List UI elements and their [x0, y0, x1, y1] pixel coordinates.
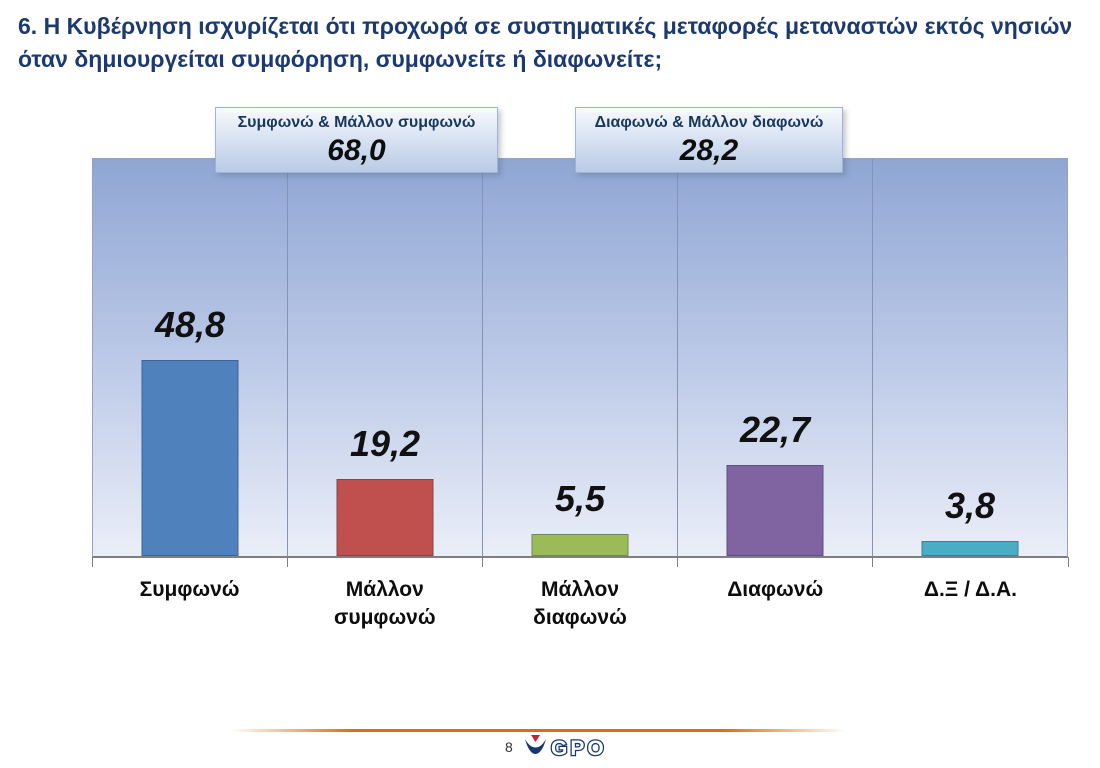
bar-5 [921, 541, 1019, 556]
gpo-logo: GPO [524, 735, 607, 760]
summary-box-disagree-label: Διαφωνώ & Μάλλον διαφωνώ [594, 114, 824, 132]
category-label: Διαφωνώ [727, 578, 824, 601]
axis-tick [677, 557, 679, 567]
page-number: 8 [505, 739, 513, 755]
summary-box-agree-label: Συμφωνώ & Μάλλον συμφωνώ [237, 114, 476, 132]
summary-box-disagree-value: 28,2 [679, 133, 739, 167]
chart-column: 19,2 [288, 159, 483, 556]
chart-column: 3,8 [873, 159, 1067, 556]
footer-divider [230, 729, 846, 732]
axis-tick [872, 557, 874, 567]
bar-value-label: 48,8 [154, 304, 226, 345]
category-label: Συμφωνώ [139, 578, 240, 601]
summary-box-agree: Συμφωνώ & Μάλλον συμφωνώ 68,0 [215, 107, 498, 173]
plot-area: 48,8 19,2 5,5 22,7 3,8 [92, 158, 1068, 558]
bar-3 [531, 534, 629, 556]
bar-value-label: 19,2 [349, 423, 421, 464]
footer: 8 GPO [505, 733, 619, 761]
axis-tick [481, 557, 483, 567]
bar-1 [141, 360, 239, 556]
axis-tick [286, 557, 288, 567]
category-label: Δ.Ξ / Δ.Α. [923, 578, 1017, 601]
gpo-logo-text: GPO [551, 737, 607, 760]
chart-column: 48,8 [93, 159, 288, 556]
bar-4 [726, 465, 824, 556]
chart-column: 5,5 [483, 159, 678, 556]
bar-value-label: 3,8 [944, 485, 996, 526]
bar-2 [336, 479, 434, 556]
bar-value-label: 5,5 [554, 478, 606, 519]
category-label: Μάλλον διαφωνώ [533, 578, 627, 630]
summary-box-disagree: Διαφωνώ & Μάλλον διαφωνώ 28,2 [575, 107, 843, 173]
bar-value-label: 22,7 [739, 409, 811, 450]
category-label: Μάλλον συμφωνώ [333, 578, 436, 630]
page-title: 6. Η Κυβέρνηση ισχυρίζεται ότι προχωρά σ… [18, 13, 1073, 73]
chart-column: 22,7 [678, 159, 873, 556]
category-axis-labels: Συμφωνώ Μάλλον συμφωνώ Μάλλον διαφωνώ Διαφω… [92, 576, 1068, 633]
axis-tick [1067, 557, 1069, 567]
summary-box-agree-value: 68,0 [327, 133, 386, 167]
axis-tick [91, 557, 93, 567]
x-axis-ticks [91, 557, 1069, 567]
gpo-logo-mark [524, 735, 546, 754]
